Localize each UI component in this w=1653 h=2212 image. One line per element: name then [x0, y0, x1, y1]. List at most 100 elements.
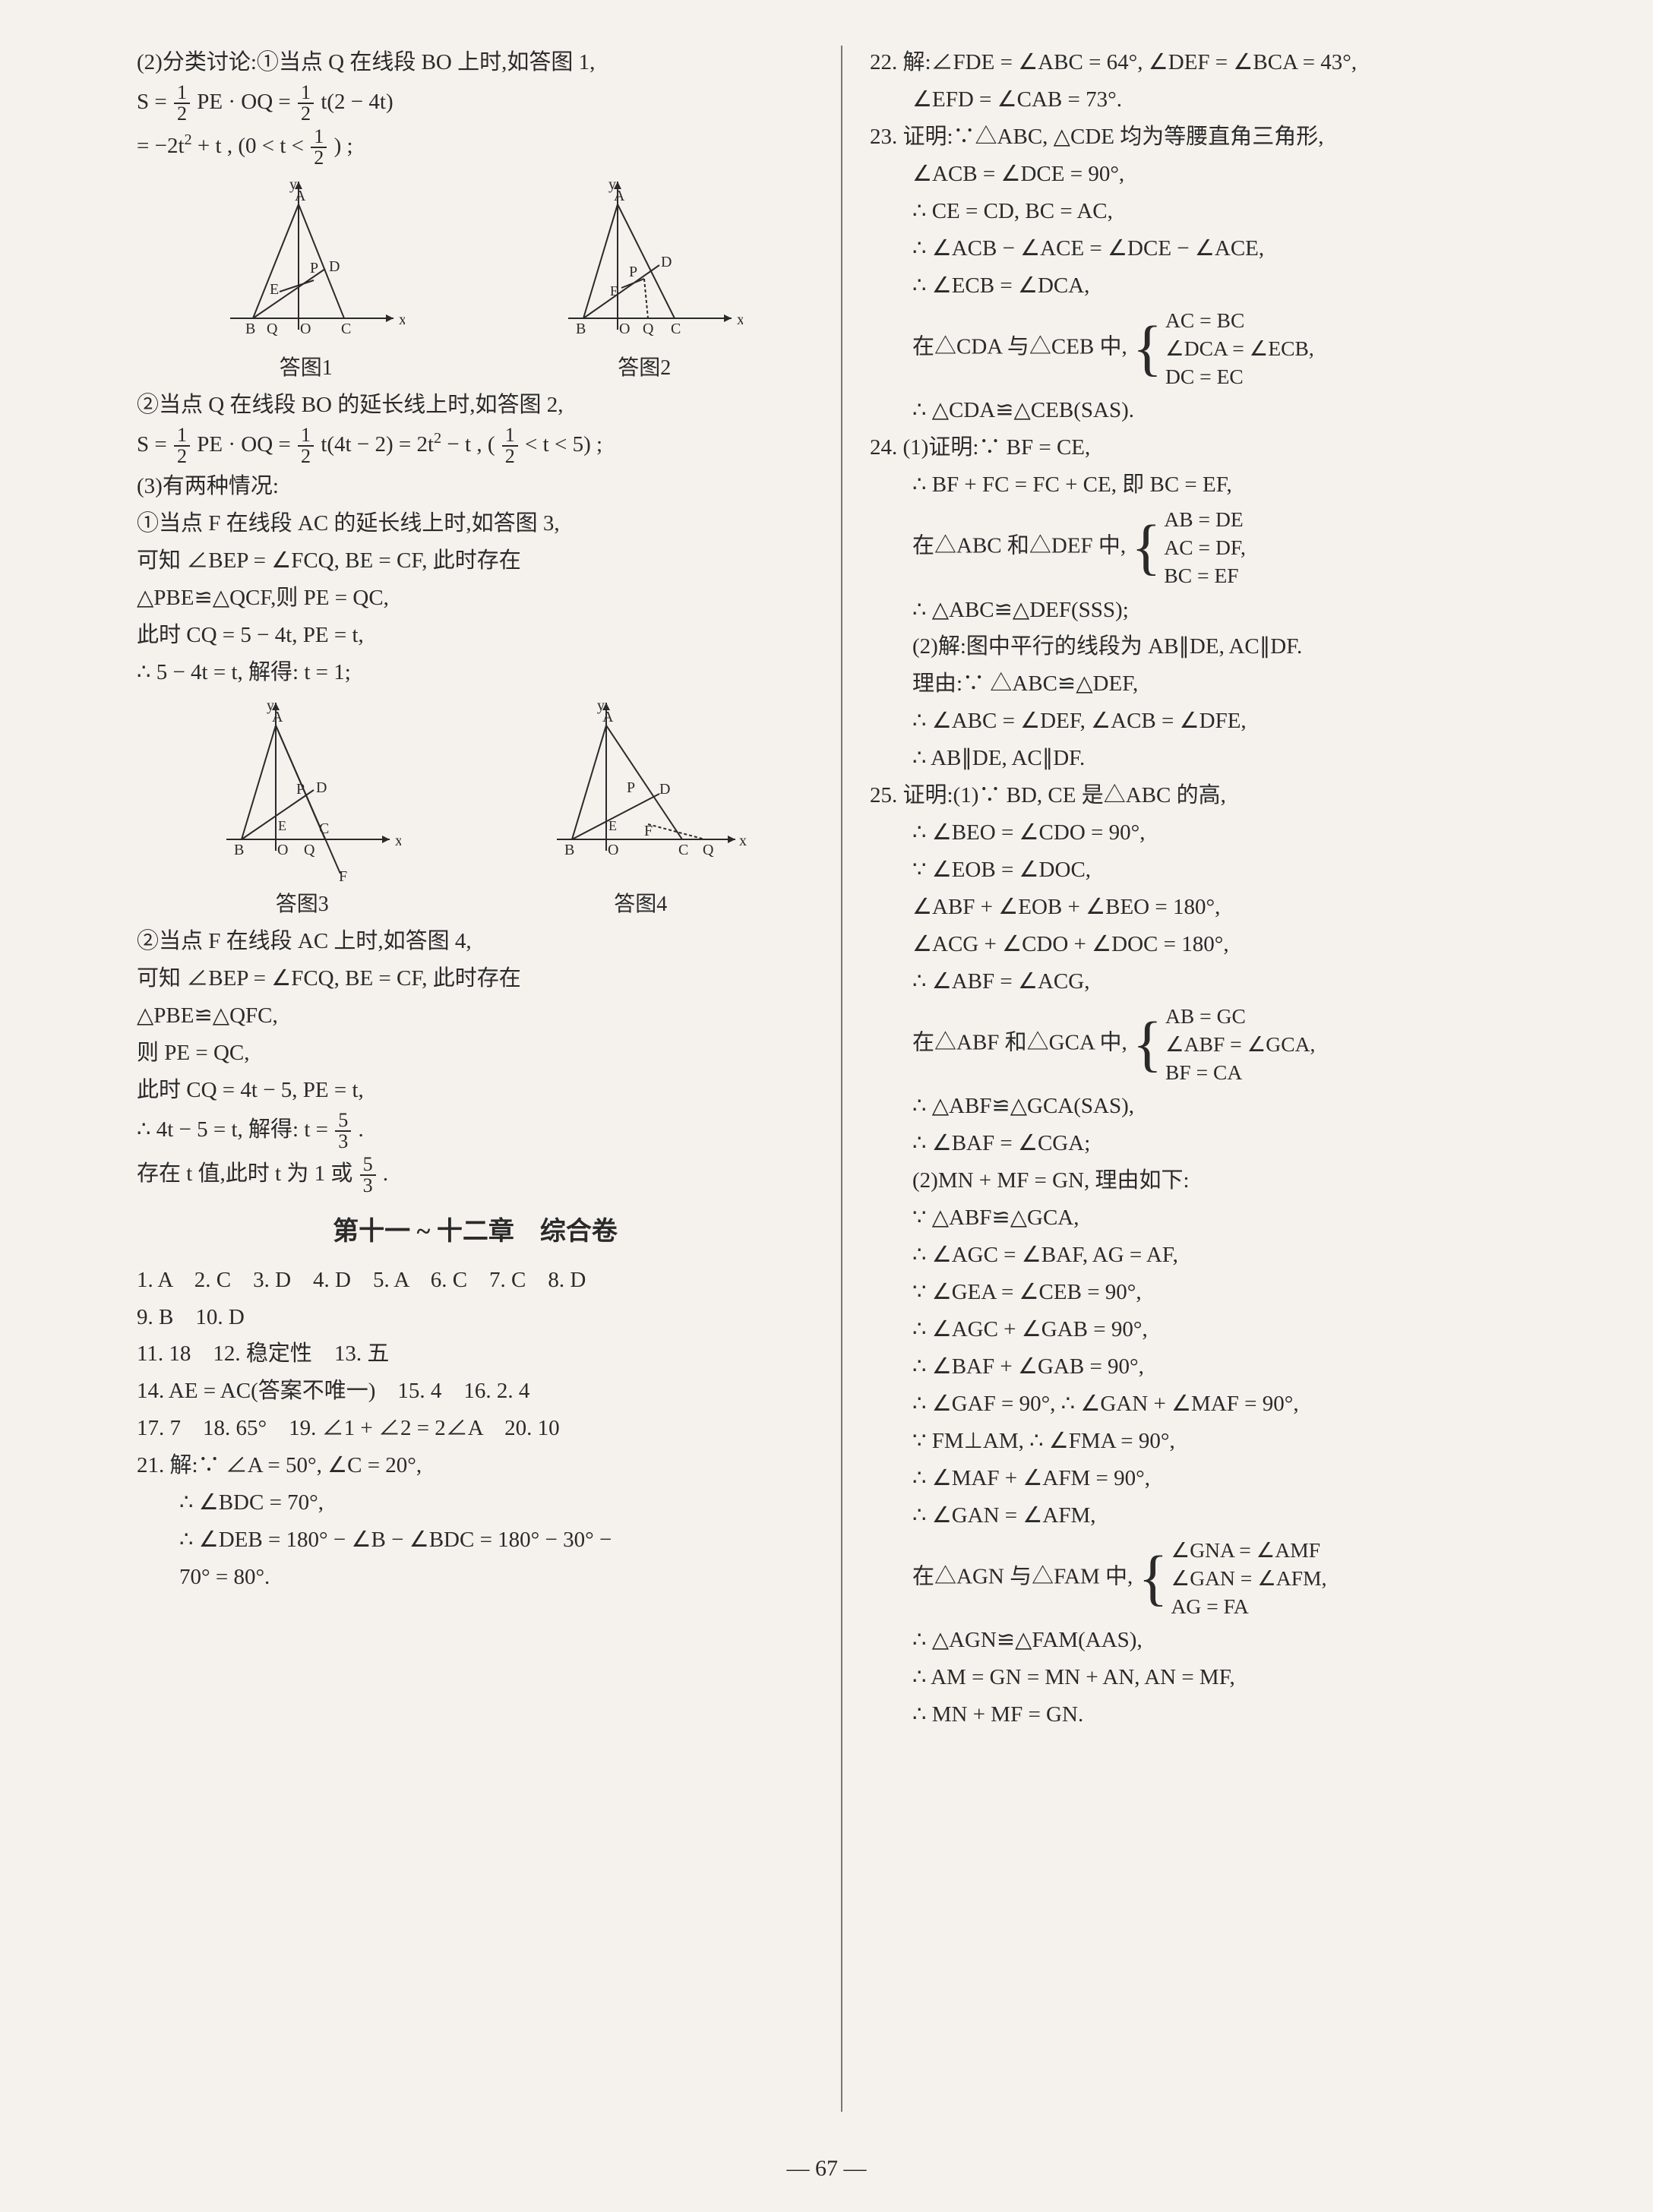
brace-icon: { [1133, 1019, 1162, 1069]
svg-text:O: O [300, 321, 311, 337]
text-part: 在△ABF 和△GCA 中, [912, 1030, 1127, 1054]
brace-item: DC = EC [1165, 362, 1314, 390]
figure-row: x y A B Q O C E P D 答图1 [137, 174, 814, 384]
brace-item: ∠GAN = ∠AFM, [1171, 1564, 1327, 1592]
section-title: 第十一 ~ 十二章 综合卷 [137, 1212, 814, 1253]
fraction: 53 [335, 1111, 351, 1152]
equation: ∴ 4t − 5 = t, 解得: t = 53 . [137, 1111, 814, 1152]
text-line: ∠ACB = ∠DCE = 90°, [870, 157, 1547, 191]
brace-item: AC = BC [1165, 306, 1314, 334]
eq-part: 存在 t 值,此时 t 为 1 或 [137, 1161, 352, 1185]
text-line: ∴ ∠GAN = ∠AFM, [870, 1499, 1547, 1533]
eq-part: − t , ( [447, 431, 495, 456]
text-line: ∴ AM = GN = MN + AN, AN = MF, [870, 1661, 1547, 1695]
brace-item: AC = DF, [1164, 533, 1245, 561]
answer-row: 70° = 80°. [137, 1560, 814, 1594]
svg-text:Q: Q [703, 842, 714, 858]
eq-part: S = [137, 90, 172, 114]
svg-text:E: E [610, 283, 618, 299]
svg-text:P: P [627, 779, 635, 796]
text-line: 则 PE = QC, [137, 1036, 814, 1070]
text-line: 23. 证明:∵△ABC, △CDE 均为等腰直角三角形, [870, 120, 1547, 154]
triangle-diagram-1: x y A B Q O C E P D [207, 174, 405, 349]
text-line: ∵ FM⊥AM, ∴ ∠FMA = 90°, [870, 1424, 1547, 1458]
equation: S = 12 PE · OQ = 12 t(2 − 4t) [137, 83, 814, 124]
text-line: ∴ △CDA≌△CEB(SAS). [870, 393, 1547, 428]
answer-row: 9. B 10. D [137, 1300, 814, 1335]
svg-text:A: A [602, 709, 614, 725]
text-line: ①当点 F 在线段 AC 的延长线上时,如答图 3, [137, 507, 814, 541]
text-line: ∵ △ABF≌△GCA, [870, 1201, 1547, 1235]
answer-row: 1. A 2. C 3. D 4. D 5. A 6. C 7. C 8. D [137, 1263, 814, 1297]
page-number: — 67 — [0, 2156, 1653, 2182]
svg-text:E: E [270, 281, 279, 298]
answer-row: 21. 解:∵ ∠A = 50°, ∠C = 20°, [137, 1449, 814, 1483]
svg-text:P: P [296, 781, 305, 798]
svg-text:A: A [272, 709, 283, 725]
answer-row: ∴ ∠DEB = 180° − ∠B − ∠BDC = 180° − 30° − [137, 1523, 814, 1557]
brace-item: AB = DE [1164, 505, 1245, 533]
text-part: 在△CDA 与△CEB 中, [912, 334, 1127, 359]
brace-group: { ∠GNA = ∠AMF ∠GAN = ∠AFM, AG = FA [1139, 1536, 1327, 1621]
fraction: 12 [502, 425, 518, 466]
figure-2: x y A B O Q C P D E 答图2 [545, 174, 743, 384]
text-line: △PBE≌△QFC, [137, 999, 814, 1033]
eq-part: + t , (0 < t < [198, 134, 309, 158]
text-line: 可知 ∠BEP = ∠FCQ, BE = CF, 此时存在 [137, 962, 814, 996]
text-line: ∴ ∠GAF = 90°, ∴ ∠GAN + ∠MAF = 90°, [870, 1387, 1547, 1421]
text-line: ∴ ∠MAF + ∠AFM = 90°, [870, 1462, 1547, 1496]
brace-line: 在△ABF 和△GCA 中, { AB = GC ∠ABF = ∠GCA, BF… [870, 1002, 1547, 1087]
text-part: 在△AGN 与△FAM 中, [912, 1564, 1133, 1588]
figure-3: x y A B O Q C E P D F 答图3 [204, 695, 401, 921]
text-line: 理由:∵ △ABC≌△DEF, [870, 667, 1547, 701]
eq-part: PE · OQ = [197, 90, 296, 114]
eq-part: < t < 5) ; [525, 431, 602, 456]
fraction: 12 [298, 83, 314, 124]
brace-item: BC = EF [1164, 561, 1245, 589]
answer-row: ∴ ∠BDC = 70°, [137, 1486, 814, 1520]
svg-text:C: C [319, 820, 329, 837]
brace-item: ∠DCA = ∠ECB, [1165, 334, 1314, 362]
brace-icon: { [1133, 324, 1162, 373]
answer-row: 11. 18 12. 稳定性 13. 五 [137, 1337, 814, 1371]
eq-part: S = [137, 431, 172, 456]
svg-text:Q: Q [643, 321, 654, 337]
fraction: 12 [298, 425, 314, 466]
figure-1: x y A B Q O C E P D 答图1 [207, 174, 405, 384]
svg-text:D: D [316, 779, 327, 796]
brace-item: ∠GNA = ∠AMF [1171, 1536, 1327, 1564]
fraction: 12 [311, 127, 327, 168]
brace-item: AG = FA [1171, 1592, 1327, 1620]
text-line: 22. 解:∠FDE = ∠ABC = 64°, ∠DEF = ∠BCA = 4… [870, 46, 1547, 80]
svg-text:C: C [671, 321, 681, 337]
right-column: 22. 解:∠FDE = ∠ABC = 64°, ∠DEF = ∠BCA = 4… [870, 46, 1547, 2112]
text-line: (2)MN + MF = GN, 理由如下: [870, 1164, 1547, 1198]
eq-part: t(4t − 2) = 2t [321, 431, 434, 456]
svg-text:Q: Q [304, 842, 315, 858]
svg-text:D: D [661, 254, 672, 270]
equation: = −2t2 + t , (0 < t < 12 ) ; [137, 127, 814, 168]
fraction: 12 [174, 425, 190, 466]
fraction: 12 [174, 83, 190, 124]
fraction: 53 [360, 1155, 376, 1196]
text-line: (2)解:图中平行的线段为 AB∥DE, AC∥DF. [870, 630, 1547, 664]
text-line: 此时 CQ = 5 − 4t, PE = t, [137, 618, 814, 653]
text-line: ∴ BF + FC = FC + CE, 即 BC = EF, [870, 468, 1547, 502]
text-line: ∴ △AGN≌△FAM(AAS), [870, 1623, 1547, 1657]
text-line: ∴ ∠BEO = ∠CDO = 90°, [870, 816, 1547, 850]
svg-text:B: B [576, 321, 586, 337]
eq-part: . [383, 1161, 388, 1185]
eq-part: t(2 − 4t) [321, 90, 393, 114]
superscript: 2 [434, 430, 441, 447]
svg-text:x: x [739, 833, 747, 849]
text-line: ∠EFD = ∠CAB = 73°. [870, 83, 1547, 117]
brace-line: 在△AGN 与△FAM 中, { ∠GNA = ∠AMF ∠GAN = ∠AFM… [870, 1536, 1547, 1621]
text-line: ②当点 F 在线段 AC 上时,如答图 4, [137, 924, 814, 959]
brace-item: ∠ABF = ∠GCA, [1165, 1030, 1315, 1058]
text-line: ∠ACG + ∠CDO + ∠DOC = 180°, [870, 927, 1547, 962]
svg-text:F: F [644, 823, 653, 839]
text-line: ∠ABF + ∠EOB + ∠BEO = 180°, [870, 890, 1547, 924]
text-line: (2)分类讨论:①当点 Q 在线段 BO 上时,如答图 1, [137, 46, 814, 80]
text-line: (3)有两种情况: [137, 469, 814, 504]
eq-part: PE · OQ = [197, 431, 296, 456]
